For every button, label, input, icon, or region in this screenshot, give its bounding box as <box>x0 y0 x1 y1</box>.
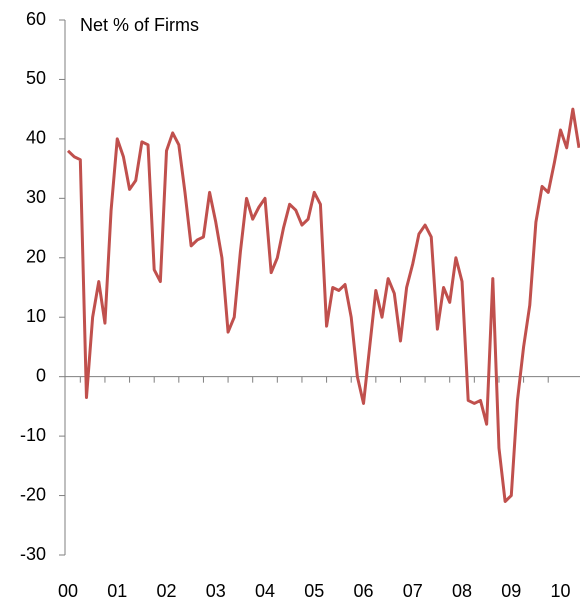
x-tick-label: 07 <box>403 581 423 601</box>
y-tick-label: 50 <box>26 68 46 88</box>
x-tick-label: 06 <box>354 581 374 601</box>
line-series <box>66 107 580 503</box>
x-tick-label: 09 <box>501 581 521 601</box>
x-tick-label: 00 <box>58 581 78 601</box>
x-tick-label: 04 <box>255 581 275 601</box>
y-tick-label: 10 <box>26 306 46 326</box>
y-tick-label: -30 <box>20 544 46 564</box>
y-tick-label: 60 <box>26 9 46 29</box>
x-tick-label: 05 <box>304 581 324 601</box>
x-tick-label: 03 <box>206 581 226 601</box>
y-tick-label: 30 <box>26 187 46 207</box>
x-tick-label: 01 <box>107 581 127 601</box>
x-tick-label: 10 <box>551 581 571 601</box>
x-tick-label: 02 <box>156 581 176 601</box>
y-tick-label: 40 <box>26 128 46 148</box>
y-tick-label: -10 <box>20 425 46 445</box>
y-tick-label: -20 <box>20 484 46 504</box>
y-tick-label: 20 <box>26 247 46 267</box>
y-tick-label: 0 <box>36 365 46 385</box>
x-tick-label: 08 <box>452 581 472 601</box>
chart-title: Net % of Firms <box>80 15 199 35</box>
